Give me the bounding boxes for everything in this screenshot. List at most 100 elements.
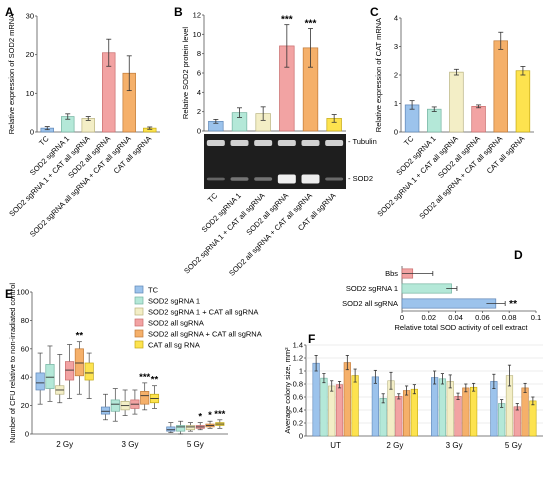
sod2-band [206,177,225,181]
panel-label-e: E [5,287,13,301]
bar [427,108,442,133]
bar [401,283,452,294]
x-tick-label: TC [37,134,51,148]
x-tick-label: 3 Gy [122,440,139,449]
y-axis-label: Number of CFU relative to non-irradiated… [8,283,17,443]
bar [328,385,336,437]
y-tick-label: 2 [197,107,201,116]
y-axis-label: Relative SOD2 protein level [181,27,190,119]
box [110,399,120,412]
bar [320,377,328,437]
tubulin-band [325,140,344,146]
bar [471,105,486,133]
chart-a: 0 10 20 30 Relative expression of SOD2 mRNA T… [7,12,160,239]
y-tick-label: 1 [299,367,303,376]
y-tick-label: 0 [197,127,201,136]
y-tick-label: Bbs [385,269,398,278]
box [100,406,111,415]
bar [470,386,478,437]
sod2-band [230,177,249,181]
blot-label-sod2: - SOD2 [348,174,373,183]
sod2-band [254,177,273,181]
y-tick-label: 0 [394,128,398,137]
y-tick-label: 1.4 [293,341,303,350]
chart-d: 0 0.02 0.04 0.06 0.08 0.1 Bbs SOD2 sgRNA 1 SOD2 … [342,266,541,332]
box [65,361,75,381]
significance-marker: *** [281,15,293,26]
x-tick-label: 2 Gy [56,440,73,449]
box [140,391,150,405]
bar [343,362,351,437]
y-axis-label: Average colony size, mm² [283,347,292,434]
legend-swatch [134,296,144,305]
bar [402,390,411,437]
x-axis-label: Relative total SOD activity of cell extr… [395,323,529,332]
x-tick-label: 0.06 [475,313,490,322]
significance-marker: *** [305,19,317,30]
tubulin-band [254,140,273,146]
y-tick-label: 60 [21,344,29,353]
legend-swatch [134,285,144,294]
sod2-band [277,174,296,184]
y-tick-label: 0.2 [293,419,303,428]
panel-label-a: A [5,5,14,19]
tubulin-band [301,140,320,146]
y-tick-label: 1 [394,99,398,108]
legend-swatch [134,307,144,316]
significance-marker: ** [76,331,84,342]
legend-swatch [134,340,144,349]
panel-label-b: B [174,5,183,19]
x-tick-label: 0.1 [531,313,541,322]
y-tick-label: 80 [21,316,29,325]
significance-marker: ** [509,299,517,310]
bar [395,396,403,437]
x-tick-label: 0 [400,313,404,322]
y-tick-label: 3 [394,42,398,51]
bar [379,397,387,437]
x-tick-label: TC [402,134,416,148]
y-tick-label: 6 [197,69,201,78]
y-tick-label: 8 [197,49,201,58]
bar [351,375,359,437]
y-tick-label: 30 [26,12,34,21]
significance-marker: *** [214,409,225,420]
y-tick-label: 0.6 [293,393,303,402]
x-tick-label: TC [206,191,220,205]
y-axis-label: Relative expression of SOD2 mRNA [7,14,16,134]
bar [513,406,521,437]
x-tick-label: SOD2 sgRNA 1 + CAT all sgRNA [7,134,91,218]
x-tick-label: UT [330,441,341,450]
y-tick-label: SOD2 sgRNA 1 [346,284,398,293]
x-tick-label: 0.02 [421,313,436,322]
significance-marker: ** [151,375,159,386]
x-tick-label: 0.08 [502,313,517,322]
bar [515,70,531,133]
bar [449,71,464,133]
bar [498,403,506,437]
legend-swatch [134,318,144,327]
y-tick-label: 0 [299,432,303,441]
y-tick-label: 2 [394,71,398,80]
significance-marker: *** [139,372,150,383]
blot-background [204,134,346,189]
y-tick-label: 10 [193,30,201,39]
box [185,425,195,431]
panel-label-d: D [514,248,523,262]
legend-label: SOD2 sgRNA 1 [148,297,200,306]
legend-label: SOD2 sgRNA 1 + CAT all sgRNA [148,308,258,317]
x-tick-label: 3 Gy [446,441,463,450]
legend-label: TC [148,286,159,295]
panel-label-c: C [370,5,379,19]
bar [371,376,379,437]
y-tick-label: 20 [26,50,34,59]
y-tick-label: 20 [21,401,29,410]
bar [312,362,320,437]
bar [438,378,447,437]
y-tick-label: 12 [193,11,201,20]
x-tick-label: 5 Gy [505,441,522,450]
y-tick-label: 40 [21,373,29,382]
y-tick-label: 10 [26,89,34,98]
tubulin-band [206,140,225,146]
box [84,362,94,381]
